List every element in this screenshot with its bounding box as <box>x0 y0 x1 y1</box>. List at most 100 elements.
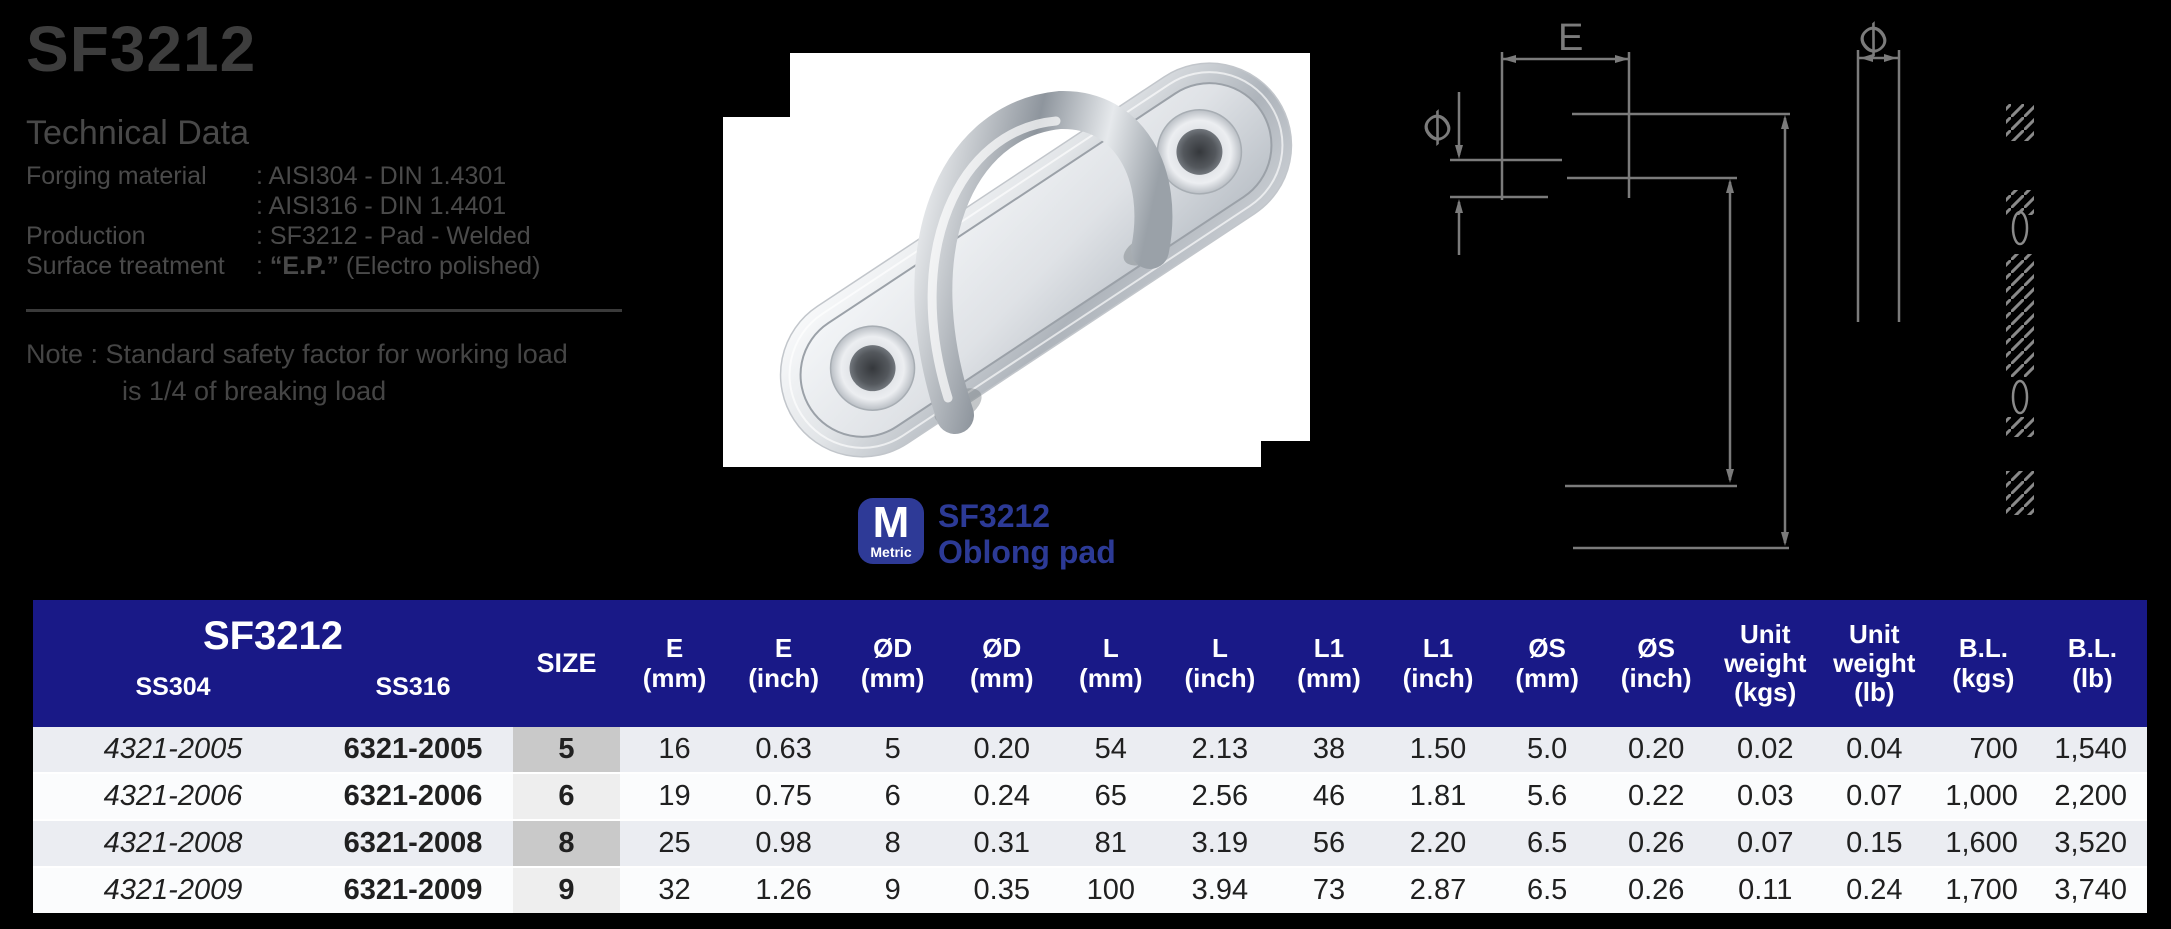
spec-value: : SF3212 - Pad - Welded <box>256 222 531 250</box>
table-header: SF3212 SS304 SS316 SIZE E (mm) E (inch) ØD (m… <box>33 600 2147 727</box>
brand-product-code: SF3212 <box>938 498 1051 534</box>
note-line1: Note : Standard safety factor for workin… <box>26 339 568 369</box>
column-header: ØS (mm) <box>1515 633 1579 693</box>
technical-info: SF3212 Technical Data Forging material :… <box>26 12 646 410</box>
cell-value: 1.26 <box>755 874 812 906</box>
column-header-ss316: SS316 <box>375 673 451 701</box>
cell-value: 0.31 <box>973 827 1030 859</box>
cell-ss304: 4321-2005 <box>103 733 243 765</box>
cell-value: 25 <box>658 827 691 859</box>
cell-ss304: 4321-2008 <box>103 827 243 859</box>
cell-value: 2.87 <box>1409 874 1467 906</box>
column-header: ØS (inch) <box>1620 633 1692 693</box>
cell-value: 0.98 <box>755 827 812 859</box>
cell-value: 0.22 <box>1627 780 1685 812</box>
spec-value: : “E.P.” (Electro polished) <box>256 252 541 280</box>
cell-value: 3.19 <box>1191 827 1249 859</box>
cell-value: 1,700 <box>1945 874 2018 906</box>
column-header: B.L. (kgs) <box>1952 633 2015 693</box>
metric-badge-label: Metric <box>870 544 912 560</box>
column-header: L (inch) <box>1184 633 1256 693</box>
cell-value: 0.26 <box>1627 827 1685 859</box>
pad-wire-loop <box>914 91 1173 434</box>
cell-value: 2.13 <box>1191 733 1249 765</box>
note-line2: is 1/4 of breaking load <box>122 376 387 406</box>
spec-value: : AISI316 - DIN 1.4401 <box>256 192 507 220</box>
cell-value: 8 <box>884 827 901 859</box>
spec-label: Production <box>26 222 146 250</box>
cell-ss316: 6321-2006 <box>343 780 483 812</box>
material-subheaders: SS304 SS316 <box>33 673 513 702</box>
cell-value: 0.15 <box>1846 827 1903 859</box>
column-header-size: SIZE <box>536 648 597 678</box>
spec-label: Forging material <box>26 162 207 190</box>
cell-value: 6.5 <box>1526 874 1568 906</box>
section-title: Technical Data <box>26 114 250 152</box>
column-header: L (mm) <box>1079 633 1143 693</box>
cell-value: 6 <box>884 780 901 812</box>
column-header: L1 (inch) <box>1402 633 1474 693</box>
column-header: E (mm) <box>642 633 707 693</box>
cell-size: 5 <box>513 727 620 772</box>
cell-value: 0.20 <box>1627 733 1685 765</box>
table-row: 4321-2006 6321-2006 6 19 0.75 6 0.24 65 2.56 46 1.… <box>33 772 2147 819</box>
cell-value: 38 <box>1312 733 1346 765</box>
cell-size: 6 <box>513 774 620 819</box>
brand-text: SF3212 Oblong pad <box>938 498 1116 570</box>
cell-value: 3,740 <box>2054 874 2127 906</box>
cell-value: 0.04 <box>1846 733 1903 765</box>
cell-value: 5.0 <box>1526 733 1568 765</box>
column-header: Unit weight (kgs) <box>1724 618 1807 708</box>
brand-line: M Metric SF3212 Oblong pad <box>858 498 1116 570</box>
cell-value: 0.24 <box>973 780 1030 812</box>
cell-value: 1,540 <box>2054 733 2127 765</box>
dimension-arrows <box>1455 54 1897 546</box>
cell-value: 2.20 <box>1409 827 1467 859</box>
dim-label-e: E <box>1558 17 1583 59</box>
cell-value: 56 <box>1312 827 1346 859</box>
product-photo-oblong-pad <box>779 62 1293 458</box>
cell-value: 6.5 <box>1526 827 1568 859</box>
note-text: Note : Standard safety factor for workin… <box>26 336 646 410</box>
separator-line <box>26 309 622 312</box>
cell-value: 0.63 <box>755 733 812 765</box>
brand-product-name: Oblong pad <box>938 534 1116 570</box>
cell-value: 1,000 <box>1945 780 2018 812</box>
mounting-hole <box>829 325 916 411</box>
cell-value: 1,600 <box>1945 827 2018 859</box>
cell-size: 8 <box>513 821 620 866</box>
cell-value: 2,200 <box>2054 780 2127 812</box>
metric-badge-icon: M Metric <box>858 498 924 564</box>
column-header: L1 (mm) <box>1297 633 1361 693</box>
dimension-lines <box>1450 50 1901 550</box>
cell-value: 5 <box>884 733 901 765</box>
spec-row-surface: Surface treatment : “E.P.” (Electro poli… <box>26 251 646 281</box>
cell-value: 46 <box>1312 780 1346 812</box>
cell-value: 0.24 <box>1846 874 1903 906</box>
page-title: SF3212 <box>26 13 257 85</box>
spec-label <box>26 191 256 221</box>
column-header-ss304: SS304 <box>135 673 211 701</box>
cell-value: 0.11 <box>1738 874 1793 906</box>
cell-value: 54 <box>1094 733 1127 765</box>
cell-value: 19 <box>658 780 691 812</box>
cell-size: 9 <box>513 868 620 913</box>
cell-value: 1.81 <box>1409 780 1467 812</box>
technical-drawing: E Ø Ø <box>1414 15 2034 550</box>
cell-value: 9 <box>884 874 901 906</box>
mounting-hole <box>1156 109 1243 195</box>
column-header: Unit weight (lb) <box>1833 618 1916 708</box>
cell-value: 32 <box>658 874 691 906</box>
cell-value: 0.07 <box>1737 827 1794 859</box>
spec-row-forging: Forging material : AISI304 - DIN 1.4301 <box>26 161 646 191</box>
cell-ss316: 6321-2009 <box>343 874 483 906</box>
spec-row-forging2: : AISI316 - DIN 1.4401 <box>26 191 646 221</box>
cell-value: 16 <box>658 733 691 765</box>
cell-value: 0.02 <box>1737 733 1794 765</box>
cell-value: 100 <box>1086 874 1135 906</box>
column-header: ØD (mm) <box>860 633 925 693</box>
cell-value: 2.56 <box>1191 780 1249 812</box>
cell-value: 73 <box>1312 874 1346 906</box>
cell-value: 700 <box>1969 733 2018 765</box>
cell-value: 0.07 <box>1846 780 1903 812</box>
